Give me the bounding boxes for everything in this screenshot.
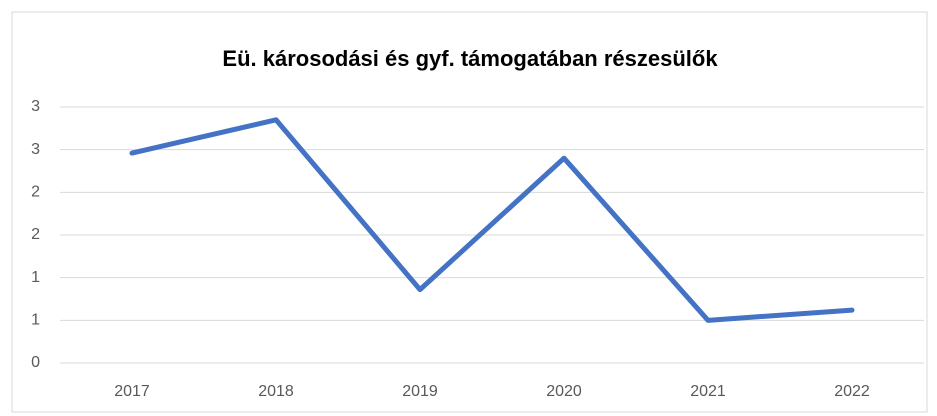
y-tick-label: 2 [31, 184, 40, 201]
x-tick-label: 2018 [258, 383, 294, 400]
x-tick-label: 2020 [546, 383, 582, 400]
y-tick-label: 3 [31, 141, 40, 158]
x-tick-label: 2017 [114, 383, 150, 400]
x-tick-label: 2021 [690, 383, 726, 400]
chart-title: Eü. károsodási és gyf. támogatában része… [222, 46, 718, 71]
y-tick-label: 3 [31, 98, 40, 115]
x-tick-label: 2022 [834, 383, 870, 400]
y-tick-label: 1 [31, 312, 40, 329]
line-series [129, 117, 855, 323]
x-tick-label: 2019 [402, 383, 438, 400]
y-tick-label: 1 [31, 269, 40, 286]
chart-frame [11, 11, 928, 413]
y-tick-label: 2 [31, 226, 40, 243]
y-tick-label: 0 [31, 354, 40, 371]
